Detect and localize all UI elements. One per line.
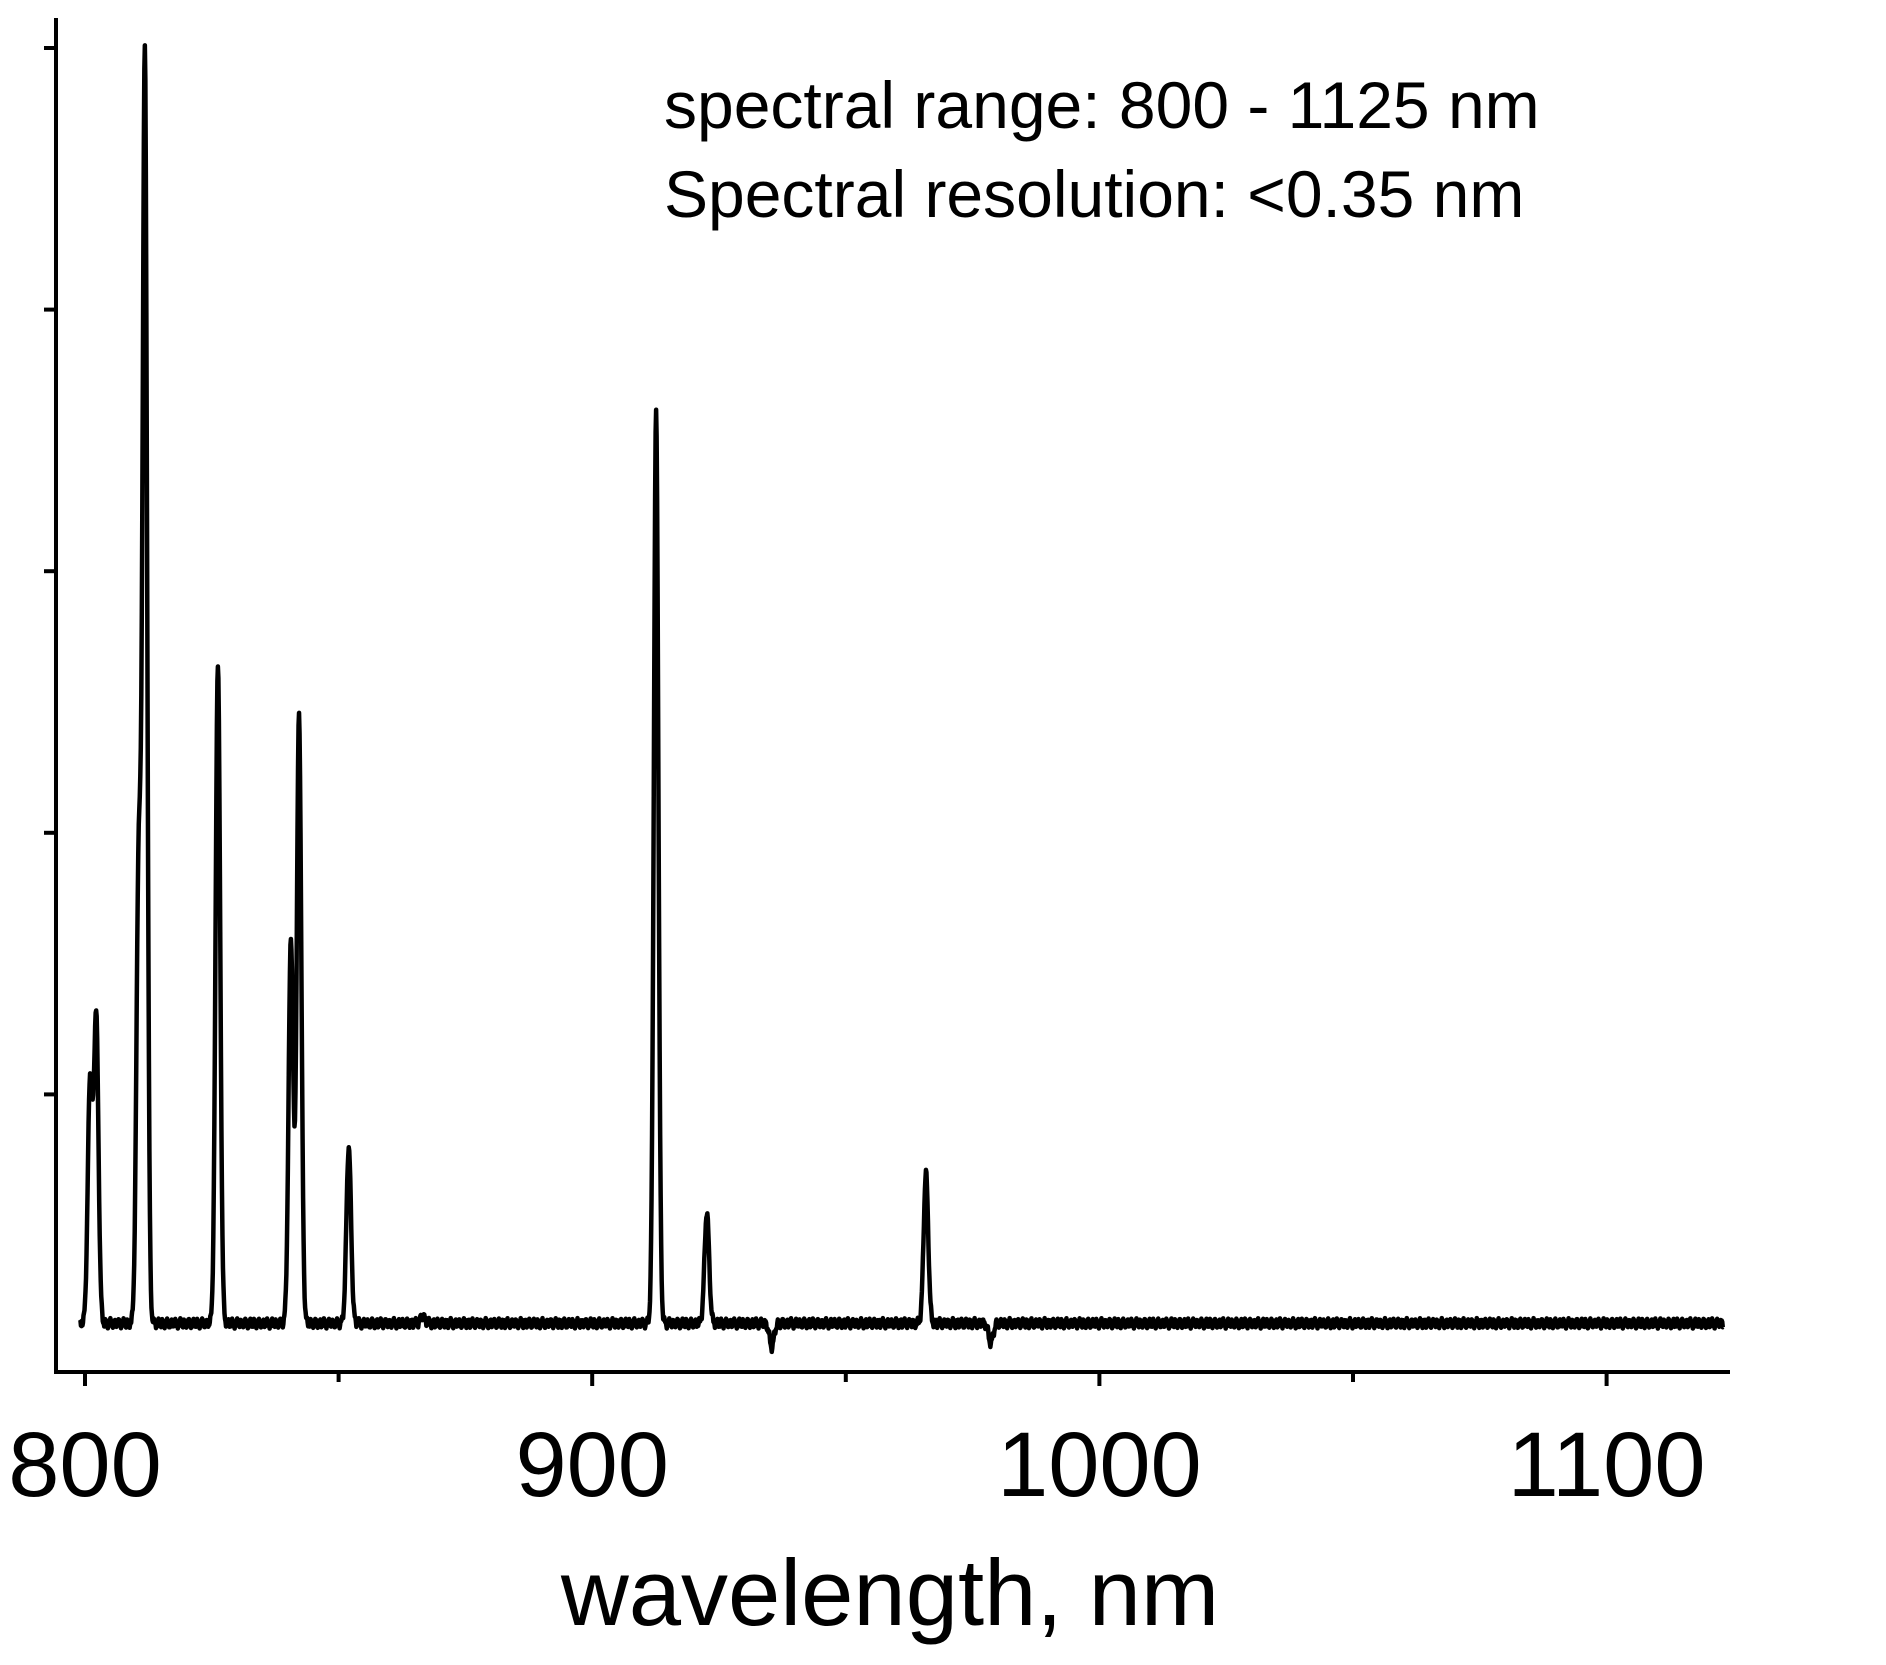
- x-tick-labels: 800 900 1000 1100: [8, 1414, 1705, 1516]
- y-ticks: [44, 46, 56, 1097]
- x-tick-label-1000: 1000: [997, 1414, 1202, 1516]
- x-axis-title: wavelength, nm: [560, 1540, 1219, 1645]
- annotation-line-1: spectral range: 800 - 1125 nm: [664, 68, 1540, 142]
- x-ticks: [83, 1372, 1609, 1386]
- series-group: [78, 43, 1725, 1355]
- annotation-line-2: Spectral resolution: <0.35 nm: [664, 157, 1524, 231]
- axes: 800 900 1000 1100: [8, 18, 1730, 1516]
- spectrum-line-0: [78, 43, 1725, 1355]
- x-tick-label-1100: 1100: [1508, 1414, 1706, 1516]
- x-tick-label-800: 800: [8, 1414, 162, 1516]
- x-tick-label-900: 900: [515, 1414, 669, 1516]
